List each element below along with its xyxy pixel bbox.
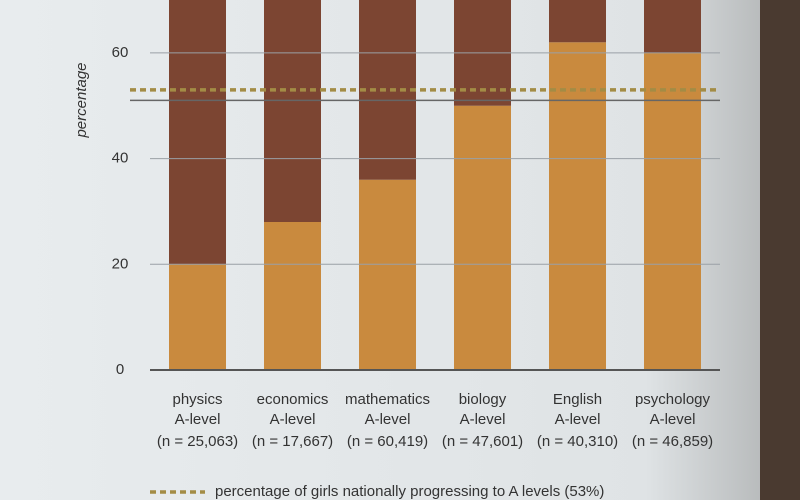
x-tick-count: (n = 60,419) — [347, 433, 428, 450]
x-tick-label: A-level — [270, 411, 316, 428]
x-tick-count: (n = 47,601) — [442, 433, 523, 450]
wall — [760, 0, 800, 500]
x-tick-label: A-level — [555, 411, 601, 428]
x-tick-label: A-level — [175, 411, 221, 428]
y-tick-label: 60 — [112, 44, 129, 61]
x-tick-label: mathematics — [345, 391, 430, 408]
x-tick-count: (n = 40,310) — [537, 433, 618, 450]
bar-segment — [169, 0, 226, 265]
x-tick-label: A-level — [460, 411, 506, 428]
x-tick-label: physics — [172, 391, 222, 408]
bar-segment — [454, 105, 511, 370]
bar-segment — [264, 0, 321, 223]
bar-segment — [169, 264, 226, 370]
plot — [169, 0, 701, 370]
x-tick-label: English — [553, 391, 602, 408]
x-tick-label: economics — [257, 391, 329, 408]
bar-segment — [644, 52, 701, 370]
bar-segment — [359, 0, 416, 180]
y-tick-label: 0 — [116, 361, 124, 378]
bar-segment — [549, 42, 606, 370]
bar-segment — [644, 0, 701, 53]
x-tick-count: (n = 25,063) — [157, 433, 238, 450]
legend-label: percentage of girls nationally progressi… — [215, 483, 604, 500]
bar-segment — [549, 0, 606, 43]
x-tick-label: A-level — [365, 411, 411, 428]
bar-segment — [359, 179, 416, 370]
bar-segment — [264, 222, 321, 370]
x-tick-count: (n = 46,859) — [632, 433, 713, 450]
x-tick-label: psychology — [635, 391, 711, 408]
x-tick-label: biology — [459, 391, 507, 408]
y-tick-label: 40 — [112, 150, 129, 167]
y-axis-label: percentage — [73, 62, 90, 138]
x-tick-label: A-level — [650, 411, 696, 428]
x-tick-count: (n = 17,667) — [252, 433, 333, 450]
y-tick-label: 20 — [112, 255, 129, 272]
